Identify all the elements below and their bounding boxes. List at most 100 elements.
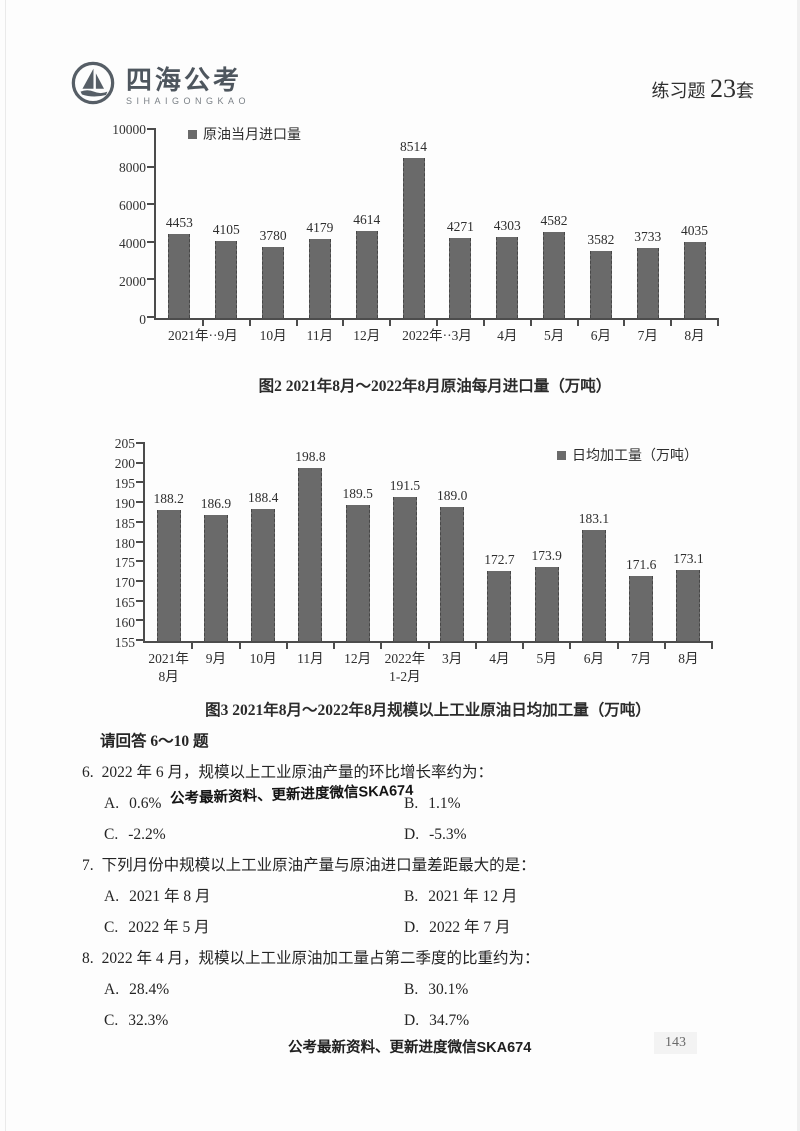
- bar: 4614: [353, 212, 380, 318]
- x-tick-label: 2022年··3月: [402, 328, 472, 343]
- brand-name: 四海公考: [126, 64, 243, 95]
- bar: 173.1: [673, 551, 704, 641]
- option-b: B. 1.1%: [404, 788, 742, 819]
- question-stem: 2022 年 4 月，规模以上工业原油加工量占第二季度的比重约为：: [101, 950, 540, 967]
- y-tick-label: 10000: [112, 122, 146, 137]
- x-tick-label: 11月: [306, 328, 334, 343]
- x-tick-label: 8月: [684, 328, 705, 343]
- y-tick-mark: [136, 540, 145, 543]
- x-tick-mark: [576, 318, 579, 326]
- option-value: 2022 年 7 月: [429, 919, 511, 936]
- bar: 3780: [260, 228, 287, 318]
- y-tick-label: 175: [114, 555, 135, 571]
- option-value: 34.7%: [429, 1012, 470, 1029]
- option-label: A.: [104, 888, 120, 905]
- bar: 189.0: [437, 488, 467, 641]
- x-tick-label: 5月: [536, 651, 557, 666]
- y-tick-mark: [136, 639, 145, 641]
- chart1-y-axis: 0 2000 4000 6000 8000 10000: [106, 122, 154, 327]
- y-tick-mark: [147, 316, 156, 318]
- option-value: 0.6%: [129, 795, 162, 812]
- option-a: A. 28.4%: [104, 974, 404, 1005]
- question-8: 8. 2022 年 4 月，规模以上工业原油加工量占第二季度的比重约为： A. 28…: [82, 943, 742, 1036]
- bar-slot: 4614: [343, 130, 390, 318]
- bar: 188.4: [248, 490, 278, 641]
- question-7-text: 7. 下列月份中规模以上工业原油产量与原油进口量差距最大的是：: [82, 850, 742, 881]
- x-tick-label: 8月: [678, 651, 699, 666]
- x-tick-mark: [333, 641, 335, 649]
- y-tick-label: 185: [114, 515, 135, 531]
- y-tick-mark: [147, 240, 156, 243]
- option-value: 32.3%: [128, 1012, 169, 1029]
- x-tick-mark: [616, 641, 619, 649]
- booklet-label-prefix: 练习题: [651, 81, 710, 101]
- y-tick-label: 190: [114, 495, 135, 511]
- option-label: D.: [404, 919, 420, 936]
- option-value: -2.2%: [128, 826, 166, 843]
- legend-swatch-icon: [188, 129, 197, 139]
- y-tick-mark: [136, 560, 145, 563]
- question-number: 6.: [82, 764, 94, 781]
- x-tick-mark: [342, 318, 345, 326]
- chart2-x-axis-labels: 2021年 8月 9月 10月 11月 12月 2022年 1-2月 3月 4月 5月 6月 7月 8…: [145, 650, 712, 686]
- y-tick-label: 165: [114, 595, 135, 611]
- bar: 4105: [213, 222, 240, 318]
- x-tick-mark: [389, 318, 392, 326]
- bar-slot: 4105: [203, 130, 250, 318]
- x-tick-mark: [238, 641, 241, 649]
- bar-value-label: 173.9: [531, 547, 562, 563]
- bar-value-label: 186.9: [200, 496, 232, 512]
- bar: 8514: [400, 139, 427, 318]
- x-tick-mark: [623, 318, 626, 326]
- chart2-y-axis: 155 160 165 170 175 180 185 190 195 200 205: [99, 436, 143, 650]
- question-stem: 2022 年 6 月，规模以上工业原油产量的环比增长率约为：: [101, 764, 494, 781]
- bar-slot: 186.9: [192, 444, 239, 641]
- bar: 186.9: [201, 496, 231, 641]
- option-value: 2021 年 12 月: [428, 888, 518, 905]
- y-tick-mark: [136, 520, 145, 523]
- x-tick-label: 2021年··9月: [167, 328, 238, 343]
- y-tick-mark: [147, 278, 156, 281]
- option-value: 1.1%: [428, 795, 461, 812]
- bar-slot: 191.5: [381, 444, 428, 641]
- bar-value-label: 4453: [165, 215, 193, 231]
- y-tick-mark: [147, 128, 156, 130]
- y-tick-label: 195: [114, 475, 135, 491]
- bar-slot: 3582: [577, 130, 624, 318]
- scan-artifact-right: [797, 0, 800, 1131]
- y-tick-label: 8000: [119, 160, 146, 175]
- y-tick-mark: [136, 481, 145, 484]
- x-tick-label: 12月: [344, 651, 372, 666]
- x-tick-label: 10月: [249, 651, 277, 666]
- option-b: B. 2021 年 12 月: [404, 881, 742, 912]
- bar: 4271: [447, 219, 474, 318]
- y-tick-label: 4000: [119, 236, 146, 251]
- processing-volume-bar-chart: 155 160 165 170 175 180 185 190 195 200 205 日均加工量（…: [99, 436, 713, 684]
- x-tick-label: 12月: [353, 328, 381, 343]
- x-tick-label: 9月: [205, 651, 226, 666]
- bar: 4582: [541, 213, 568, 318]
- bar-value-label: 4035: [681, 223, 709, 239]
- x-tick-mark: [380, 641, 383, 649]
- option-c: C. -2.2%: [104, 819, 404, 850]
- x-tick-label: 2021年 8月: [148, 651, 189, 684]
- figure3-caption: 图3 2021年8月～2022年8月规模以上工业原油日均加工量（万吨）: [205, 702, 651, 719]
- option-b: B. 30.1%: [404, 974, 742, 1005]
- bar-value-label: 4614: [353, 212, 381, 228]
- bar-slot: 3733: [624, 130, 671, 318]
- page-number: 143: [654, 1032, 697, 1054]
- option-label: B.: [404, 981, 419, 998]
- bar-slot: 4179: [296, 130, 343, 318]
- bar-slot: 173.9: [523, 444, 570, 641]
- y-tick-label: 180: [114, 535, 135, 551]
- bar-value-label: 188.2: [153, 491, 184, 507]
- bar-slot: 8514: [390, 130, 437, 318]
- bar-value-label: 191.5: [389, 478, 421, 494]
- bar-value-label: 3733: [634, 228, 662, 244]
- x-tick-mark: [427, 641, 430, 649]
- bar: 191.5: [390, 478, 420, 641]
- bar-value-label: 4271: [446, 218, 474, 234]
- y-tick-mark: [136, 579, 145, 582]
- bar-slot: 4271: [437, 130, 484, 318]
